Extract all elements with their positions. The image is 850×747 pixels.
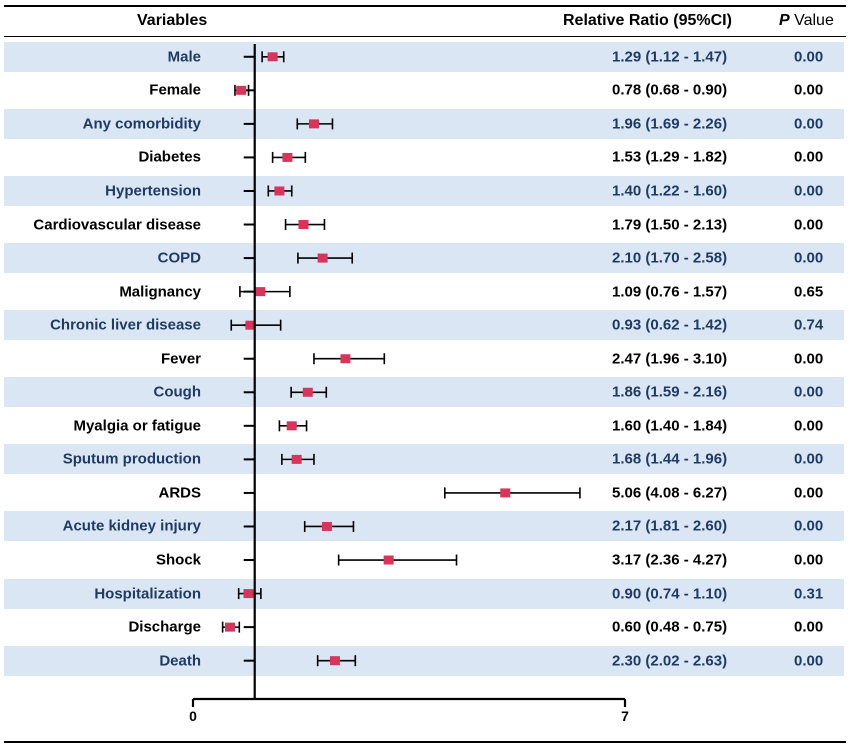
point-estimate-chronic-liver-disease [245,320,256,330]
row-p-value-any-comorbidity: 0.00 [794,115,824,133]
point-estimate-male [267,52,278,62]
row-p-value-sputum-production: 0.00 [794,450,824,468]
row-ratio-death: 2.30 (2.02 - 2.63) [612,652,728,670]
point-estimate-hospitalization [243,589,254,599]
point-estimate-ards [500,488,511,498]
x-tick-label-0: 0 [189,708,197,724]
point-estimate-fever [340,354,351,364]
row-p-value-myalgia-or-fatigue: 0.00 [794,417,824,435]
header-rule [4,36,846,37]
row-p-value-death: 0.00 [794,652,824,670]
point-estimate-cardiovascular-disease [298,220,309,230]
row-ratio-myalgia-or-fatigue: 1.60 (1.40 - 1.84) [612,417,728,435]
row-band-hypertension [4,175,844,206]
row-label-fever: Fever [160,350,201,368]
row-label-death: Death [159,652,201,670]
row-p-value-cardiovascular-disease: 0.00 [794,216,824,234]
top-rule [4,5,846,7]
point-estimate-female [236,85,247,95]
point-estimate-shock [383,555,394,565]
row-ratio-female: 0.78 (0.68 - 0.90) [612,81,728,99]
header-p-italic: P [779,12,790,29]
row-label-malignancy: Malignancy [119,283,201,301]
row-band-death [4,645,844,676]
x-tick-label-7: 7 [621,708,629,724]
row-label-female: Female [149,81,201,99]
row-ratio-chronic-liver-disease: 0.93 (0.62 - 1.42) [612,316,728,334]
row-label-cough: Cough [153,383,201,401]
point-estimate-hypertension [274,186,285,196]
row-p-value-fever: 0.00 [794,350,824,368]
row-label-male: Male [167,48,201,66]
row-band-sputum-production [4,444,844,475]
point-estimate-discharge [225,622,236,632]
point-estimate-cough [302,387,313,397]
row-p-value-copd: 0.00 [794,249,824,267]
row-band-hospitalization [4,578,844,609]
row-ratio-shock: 3.17 (2.36 - 4.27) [612,551,728,569]
row-label-copd: COPD [157,249,201,267]
row-label-chronic-liver-disease: Chronic liver disease [50,316,201,334]
row-ratio-male: 1.29 (1.12 - 1.47) [612,48,728,66]
row-label-discharge: Discharge [128,618,201,636]
point-estimate-acute-kidney-injury [321,521,332,531]
row-label-diabetes: Diabetes [138,148,201,166]
row-p-value-acute-kidney-injury: 0.00 [794,517,824,535]
row-label-sputum-production: Sputum production [62,450,201,468]
row-p-value-diabetes: 0.00 [794,148,824,166]
row-label-cardiovascular-disease: Cardiovascular disease [33,216,201,234]
row-label-ards: ARDS [158,484,201,502]
row-p-value-male: 0.00 [794,48,824,66]
point-estimate-malignancy [255,287,266,297]
row-label-any-comorbidity: Any comorbidity [82,115,201,133]
point-estimate-any-comorbidity [308,119,319,129]
row-ratio-ards: 5.06 (4.08 - 6.27) [612,484,728,502]
row-p-value-cough: 0.00 [794,383,824,401]
row-p-value-hospitalization: 0.31 [794,585,824,603]
row-band-acute-kidney-injury [4,511,844,542]
row-ratio-malignancy: 1.09 (0.76 - 1.57) [612,283,728,301]
row-band-cough [4,377,844,408]
row-ratio-discharge: 0.60 (0.48 - 0.75) [612,618,728,636]
row-ratio-cardiovascular-disease: 1.79 (1.50 - 2.13) [612,216,728,234]
row-p-value-hypertension: 0.00 [794,182,824,200]
row-ratio-diabetes: 1.53 (1.29 - 1.82) [612,148,728,166]
header-p-value: P Value [779,12,834,30]
row-p-value-shock: 0.00 [794,551,824,569]
row-ratio-hospitalization: 0.90 (0.74 - 1.10) [612,585,728,603]
row-ratio-fever: 2.47 (1.96 - 3.10) [612,350,728,368]
row-label-acute-kidney-injury: Acute kidney injury [62,517,201,535]
row-p-value-female: 0.00 [794,81,824,99]
row-p-value-chronic-liver-disease: 0.74 [794,316,824,334]
row-label-hospitalization: Hospitalization [94,585,201,603]
header-relative-ratio: Relative Ratio (95%CI) [563,12,732,29]
row-band-chronic-liver-disease [4,310,844,341]
row-label-myalgia-or-fatigue: Myalgia or fatigue [73,417,201,435]
row-label-hypertension: Hypertension [105,182,201,200]
point-estimate-death [329,656,340,666]
row-band-any-comorbidity [4,108,844,139]
point-estimate-myalgia-or-fatigue [286,421,297,431]
row-ratio-hypertension: 1.40 (1.22 - 1.60) [612,182,728,200]
row-label-shock: Shock [155,551,201,569]
row-p-value-malignancy: 0.65 [794,283,824,301]
row-ratio-sputum-production: 1.68 (1.44 - 1.96) [612,450,728,468]
row-p-value-ards: 0.00 [794,484,824,502]
header-variables: Variables [137,12,208,29]
row-ratio-copd: 2.10 (1.70 - 2.58) [612,249,728,267]
header-p-suffix: Value [789,12,834,29]
row-band-male [4,41,844,72]
row-band-copd [4,243,844,274]
row-p-value-discharge: 0.00 [794,618,824,636]
row-ratio-acute-kidney-injury: 2.17 (1.81 - 2.60) [612,517,728,535]
row-ratio-cough: 1.86 (1.59 - 2.16) [612,383,728,401]
point-estimate-copd [317,253,328,263]
bottom-rule [4,741,846,743]
point-estimate-sputum-production [291,454,302,464]
point-estimate-diabetes [282,152,293,162]
row-ratio-any-comorbidity: 1.96 (1.69 - 2.26) [612,115,728,133]
